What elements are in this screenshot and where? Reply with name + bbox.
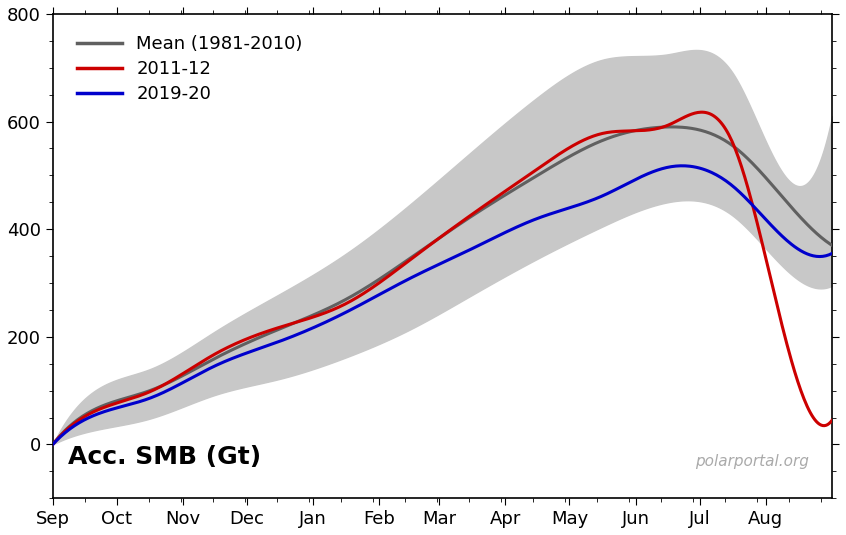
Text: Acc. SMB (Gt): Acc. SMB (Gt): [69, 445, 261, 469]
Legend: Mean (1981-2010), 2011-12, 2019-20: Mean (1981-2010), 2011-12, 2019-20: [69, 28, 310, 111]
Text: polarportal.org: polarportal.org: [695, 454, 809, 469]
